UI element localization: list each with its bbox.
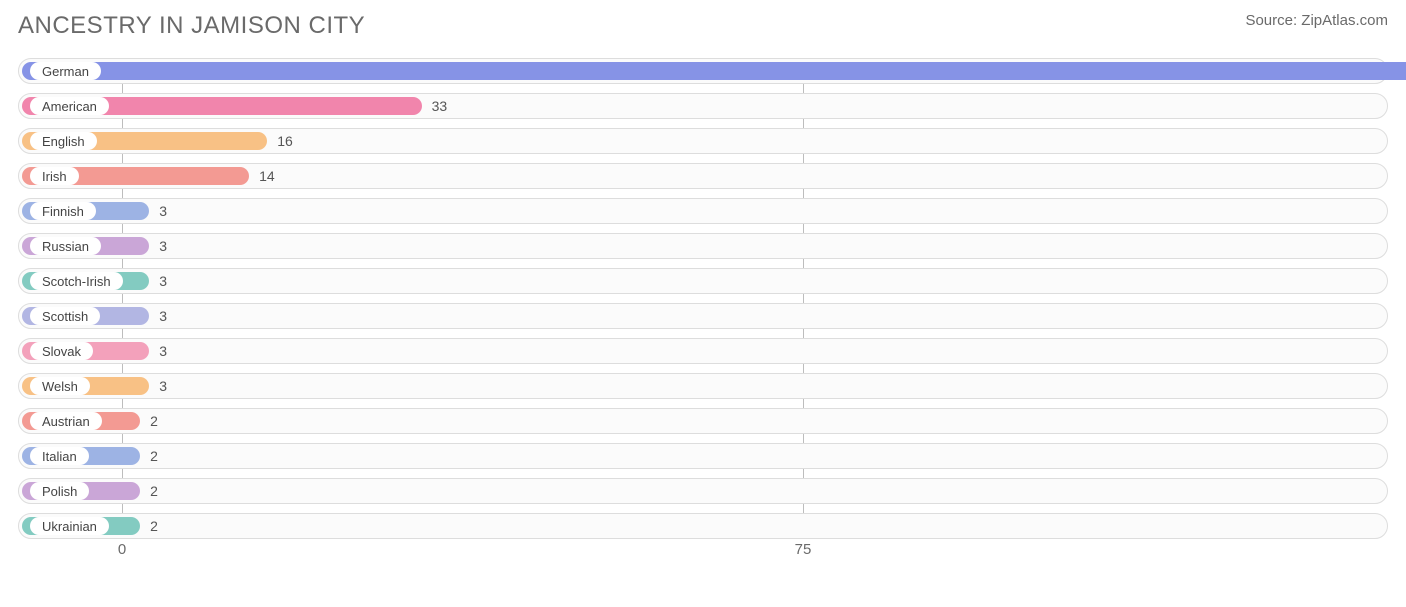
bar-track [18, 268, 1388, 294]
bar-label: Irish [30, 167, 79, 185]
bar-value: 2 [150, 513, 158, 539]
bar-fill [22, 62, 1406, 80]
bar-value: 3 [159, 338, 167, 364]
bar-row: Ukrainian 2 [18, 513, 1388, 539]
bar-row: Scotch-Irish 3 [18, 268, 1388, 294]
bar-label: Italian [30, 447, 89, 465]
bar-value: 2 [150, 408, 158, 434]
bar-row: American 33 [18, 93, 1388, 119]
bar-track [18, 478, 1388, 504]
chart-title: ANCESTRY IN JAMISON CITY [18, 12, 365, 40]
bar-value: 2 [150, 443, 158, 469]
bar-row: Welsh 3 [18, 373, 1388, 399]
bar-track [18, 338, 1388, 364]
chart-container: ANCESTRY IN JAMISON CITY Source: ZipAtla… [0, 0, 1406, 607]
bar-row: Italian 2 [18, 443, 1388, 469]
bar-track [18, 198, 1388, 224]
bar-row: Austrian 2 [18, 408, 1388, 434]
bar-label: Finnish [30, 202, 96, 220]
x-axis: 075150 [18, 541, 1388, 565]
bar-value: 3 [159, 303, 167, 329]
chart-source: Source: ZipAtlas.com [1245, 12, 1388, 29]
bar-row: Slovak 3 [18, 338, 1388, 364]
bar-track [18, 373, 1388, 399]
bar-value: 3 [159, 373, 167, 399]
bar-value: 2 [150, 478, 158, 504]
bar-label: Welsh [30, 377, 90, 395]
bar-row: Finnish 3 [18, 198, 1388, 224]
bar-value: 16 [277, 128, 293, 154]
bar-label: Ukrainian [30, 517, 109, 535]
bar-row: Scottish 3 [18, 303, 1388, 329]
bar-label: Scotch-Irish [30, 272, 123, 290]
bar-row: Russian 3 [18, 233, 1388, 259]
bars-area: German148American33English16Irish14Finni… [18, 58, 1388, 539]
x-axis-tick: 0 [118, 541, 126, 558]
bar-label: English [30, 132, 97, 150]
bar-row: English 16 [18, 128, 1388, 154]
bar-track [18, 513, 1388, 539]
bar-label: Austrian [30, 412, 102, 430]
bar-label: Russian [30, 237, 101, 255]
bar-track [18, 408, 1388, 434]
bar-label: Slovak [30, 342, 93, 360]
bar-value: 3 [159, 198, 167, 224]
bar-row: Polish 2 [18, 478, 1388, 504]
bar-label: American [30, 97, 109, 115]
bar-value: 3 [159, 268, 167, 294]
bar-row: Irish 14 [18, 163, 1388, 189]
bar-track [18, 303, 1388, 329]
bar-label: Polish [30, 482, 89, 500]
x-axis-tick: 75 [795, 541, 812, 558]
bar-label: Scottish [30, 307, 100, 325]
bar-value: 3 [159, 233, 167, 259]
bar-track [18, 233, 1388, 259]
bar-label: German [30, 62, 101, 80]
header-row: ANCESTRY IN JAMISON CITY Source: ZipAtla… [18, 12, 1388, 40]
bar-value: 33 [432, 93, 448, 119]
bar-value: 14 [259, 163, 275, 189]
bar-track [18, 443, 1388, 469]
bar-row: German148 [18, 58, 1388, 84]
